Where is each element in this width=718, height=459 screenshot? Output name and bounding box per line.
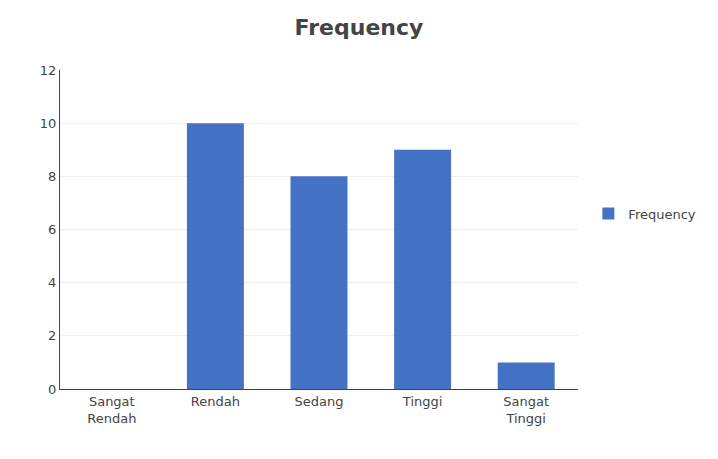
svg-text:0: 0 [48, 382, 56, 397]
svg-text:2: 2 [48, 328, 56, 343]
svg-text:10: 10 [40, 116, 57, 131]
svg-text:SangatTinggi: SangatTinggi [503, 394, 549, 426]
svg-text:8: 8 [48, 169, 56, 184]
svg-text:6: 6 [48, 222, 56, 237]
svg-text:Frequency: Frequency [628, 207, 695, 222]
svg-text:Tinggi: Tinggi [402, 394, 443, 409]
svg-text:4: 4 [48, 275, 56, 290]
svg-text:Rendah: Rendah [191, 394, 240, 409]
svg-text:Frequency: Frequency [295, 15, 424, 40]
svg-text:Sedang: Sedang [295, 394, 344, 409]
svg-text:12: 12 [40, 63, 57, 78]
svg-text:SangatRendah: SangatRendah [87, 394, 136, 426]
